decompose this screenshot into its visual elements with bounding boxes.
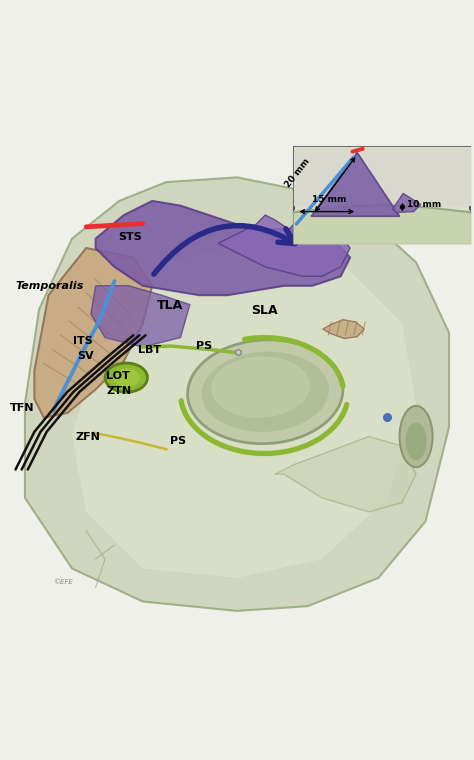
Polygon shape	[96, 201, 350, 295]
Polygon shape	[323, 320, 364, 338]
Text: Temporalis: Temporalis	[16, 280, 84, 291]
Text: ITS: ITS	[73, 337, 93, 347]
Ellipse shape	[188, 340, 343, 444]
FancyBboxPatch shape	[293, 147, 470, 243]
Ellipse shape	[405, 423, 427, 460]
Text: TFN: TFN	[10, 404, 35, 413]
Polygon shape	[275, 436, 416, 512]
Text: SLA: SLA	[251, 304, 278, 317]
Text: ZFN: ZFN	[76, 432, 100, 442]
Text: LOT: LOT	[106, 371, 130, 382]
FancyBboxPatch shape	[293, 210, 470, 243]
Polygon shape	[218, 215, 350, 277]
Text: 15 mm: 15 mm	[312, 195, 347, 204]
Polygon shape	[72, 239, 416, 578]
Text: LBT: LBT	[138, 345, 161, 356]
Polygon shape	[392, 193, 421, 213]
Text: STS: STS	[118, 233, 142, 242]
Text: PS: PS	[196, 341, 212, 351]
Polygon shape	[35, 248, 152, 418]
Polygon shape	[91, 286, 190, 347]
Text: SV: SV	[78, 351, 94, 362]
Text: 20 mm: 20 mm	[283, 157, 311, 189]
Ellipse shape	[113, 368, 140, 387]
Text: ©EFE: ©EFE	[53, 578, 73, 584]
Ellipse shape	[202, 352, 329, 432]
Text: ZTN: ZTN	[106, 386, 131, 396]
Polygon shape	[25, 177, 449, 611]
Text: 10 mm: 10 mm	[407, 200, 441, 209]
Ellipse shape	[211, 356, 310, 418]
Ellipse shape	[105, 363, 147, 392]
Ellipse shape	[400, 406, 433, 467]
Polygon shape	[311, 153, 400, 217]
Text: PS: PS	[170, 436, 186, 446]
Text: TLA: TLA	[157, 299, 183, 312]
